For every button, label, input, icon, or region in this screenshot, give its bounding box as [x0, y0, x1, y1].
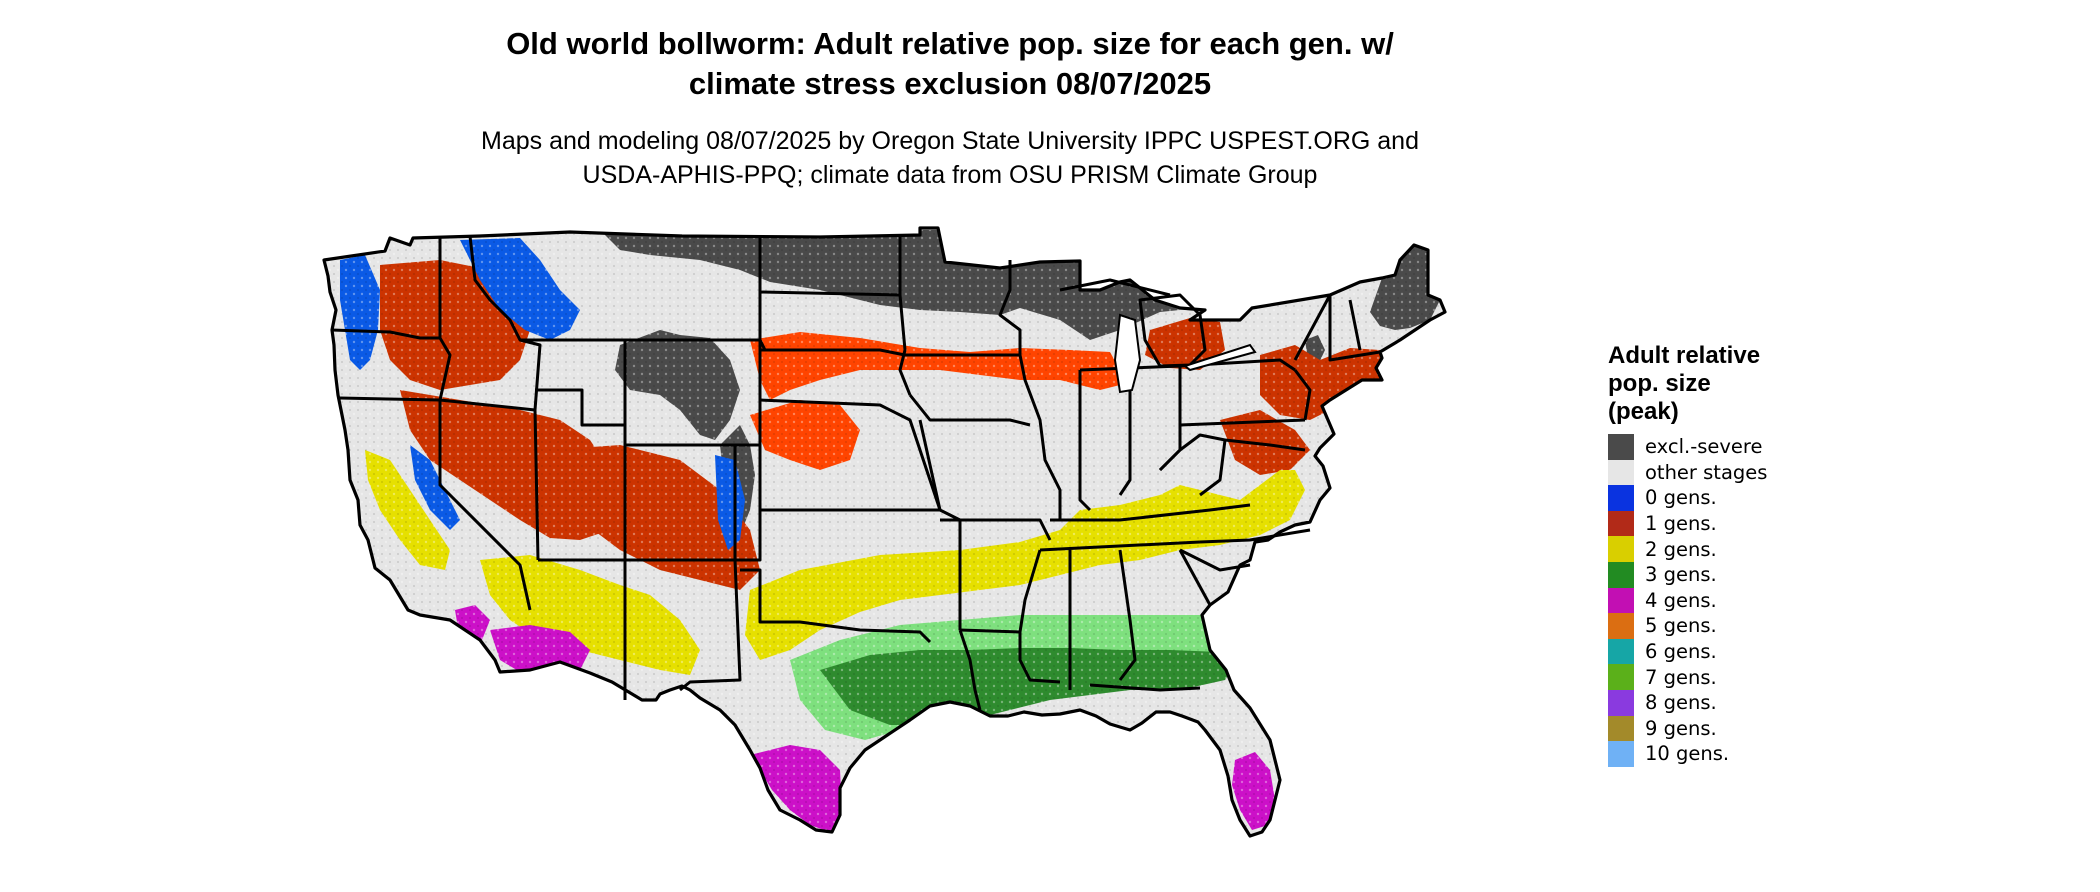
- legend-item: 2 gens.: [1608, 536, 1767, 562]
- map-title: Old world bollworm: Adult relative pop. …: [0, 24, 1900, 104]
- border-ca-nv-diagonal: [438, 400, 532, 611]
- legend-swatch: [1608, 638, 1634, 665]
- legend-swatch: [1608, 613, 1634, 639]
- border-id-mt: [468, 235, 542, 411]
- legend: Adult relative pop. size (peak) excl.-se…: [1608, 342, 1767, 767]
- legend-item: 0 gens.: [1608, 485, 1767, 511]
- border-md-va: [1224, 438, 1306, 452]
- border-nv-ut: [533, 409, 540, 561]
- border-dakotas-mn: [898, 235, 912, 396]
- legend-label: 2 gens.: [1645, 537, 1717, 561]
- legend-label: 6 gens.: [1645, 640, 1717, 664]
- border-ny-vt-ma: [1293, 294, 1381, 362]
- map-subtitle: Maps and modeling 08/07/2025 by Oregon S…: [0, 124, 1900, 192]
- legend-label: excl.-severe: [1645, 435, 1763, 459]
- legend-label: 8 gens.: [1645, 691, 1717, 715]
- legend-item: 10 gens.: [1608, 741, 1767, 767]
- legend-title-line-3: (peak): [1608, 398, 1679, 425]
- lake-erie: [1182, 343, 1257, 372]
- legend-item: excl.-severe: [1608, 434, 1767, 460]
- border-la-ms: [1018, 632, 1061, 684]
- us-outline: [322, 226, 1447, 838]
- legend-swatch: [1608, 510, 1634, 537]
- legend-item: 9 gens.: [1608, 715, 1767, 742]
- border-sd-ne: [760, 348, 906, 357]
- title-line-1: Old world bollworm: Adult relative pop. …: [506, 26, 1394, 61]
- border-il: [1018, 354, 1062, 520]
- border-nd-sd-horizontal: [759, 290, 901, 297]
- legend-label: 9 gens.: [1645, 716, 1717, 740]
- legend-label: 7 gens.: [1645, 665, 1717, 689]
- legend-swatch: [1608, 689, 1634, 716]
- legend-swatch: [1608, 587, 1634, 614]
- title-line-2: climate stress exclusion 08/07/2025: [688, 66, 1212, 101]
- legend-swatch: [1608, 741, 1634, 767]
- legend-title: Adult relative pop. size (peak): [1608, 342, 1767, 426]
- border-ky-tn: [1050, 503, 1251, 522]
- lake-michigan: [1113, 313, 1142, 394]
- border-tn-south: [1039, 540, 1201, 552]
- state-borders: [331, 235, 1381, 711]
- us-map: [322, 226, 1447, 838]
- legend-swatch: [1608, 485, 1634, 511]
- generation-zones: [324, 228, 1445, 836]
- border-in-oh: [1118, 370, 1132, 496]
- border-va-nc: [1199, 528, 1311, 544]
- border-co-east: [735, 445, 762, 562]
- legend-swatch: [1608, 561, 1634, 588]
- border-tx-ok: [740, 568, 932, 644]
- legend-label: 0 gens.: [1645, 486, 1717, 510]
- border-ia-mo: [908, 394, 1031, 427]
- border-tx-la: [958, 629, 982, 711]
- border-ne-ks: [759, 398, 942, 511]
- legend-item: 6 gens.: [1608, 638, 1767, 665]
- legend-items: excl.-severe other stages 0 gens. 1 gens. 2 …: [1608, 434, 1767, 767]
- border-wa-or: [331, 328, 440, 340]
- border-wy: [623, 340, 762, 447]
- legend-swatch: [1608, 434, 1634, 460]
- legend-label: 10 gens.: [1645, 742, 1730, 766]
- legend-item: 3 gens.: [1608, 561, 1767, 588]
- legend-swatch: [1608, 664, 1634, 690]
- border-al-ga: [1118, 549, 1137, 681]
- legend-title-line-2: pop. size: [1608, 370, 1711, 397]
- legend-swatch: [1608, 459, 1634, 486]
- border-sc-ga: [1178, 549, 1212, 606]
- legend-item: other stages: [1608, 459, 1768, 486]
- border-nj: [1293, 369, 1312, 421]
- border-ar-la: [959, 628, 1021, 634]
- subtitle-line-1: Maps and modeling 08/07/2025 by Oregon S…: [481, 127, 1419, 155]
- subtitle-line-2: USDA-APHIS-PPQ; climate data from OSU PR…: [582, 161, 1318, 189]
- border-ga-fl: [1089, 683, 1201, 692]
- border-id-west: [438, 236, 452, 401]
- border-ms-west: [1018, 549, 1042, 633]
- legend-item: 1 gens.: [1608, 510, 1767, 537]
- legend-item: 8 gens.: [1608, 689, 1767, 716]
- legend-swatch: [1608, 536, 1634, 562]
- legend-label: other stages: [1645, 460, 1768, 484]
- legend-title-line-1: Adult relative: [1608, 342, 1761, 369]
- border-il-in: [1078, 370, 1092, 512]
- legend-item: 7 gens.: [1608, 664, 1767, 690]
- legend-label: 5 gens.: [1645, 614, 1717, 638]
- border-ut-north: [535, 388, 625, 427]
- border-nd-sd: [758, 237, 767, 351]
- legend-label: 4 gens.: [1645, 588, 1717, 612]
- legend-label: 1 gens.: [1645, 512, 1717, 536]
- legend-swatch: [1608, 715, 1634, 742]
- border-mn-wi: [998, 260, 1022, 355]
- border-wi-mi-up: [1059, 278, 1171, 297]
- border-ks-mo: [918, 419, 942, 511]
- border-pa-south: [1179, 418, 1306, 427]
- legend-item: 4 gens.: [1608, 587, 1767, 614]
- legend-item: 5 gens.: [1608, 613, 1767, 639]
- border-mi-lower: [1138, 293, 1207, 368]
- border-mo-ar: [940, 518, 1052, 541]
- border-wv: [1158, 433, 1227, 497]
- legend-label: 3 gens.: [1645, 563, 1717, 587]
